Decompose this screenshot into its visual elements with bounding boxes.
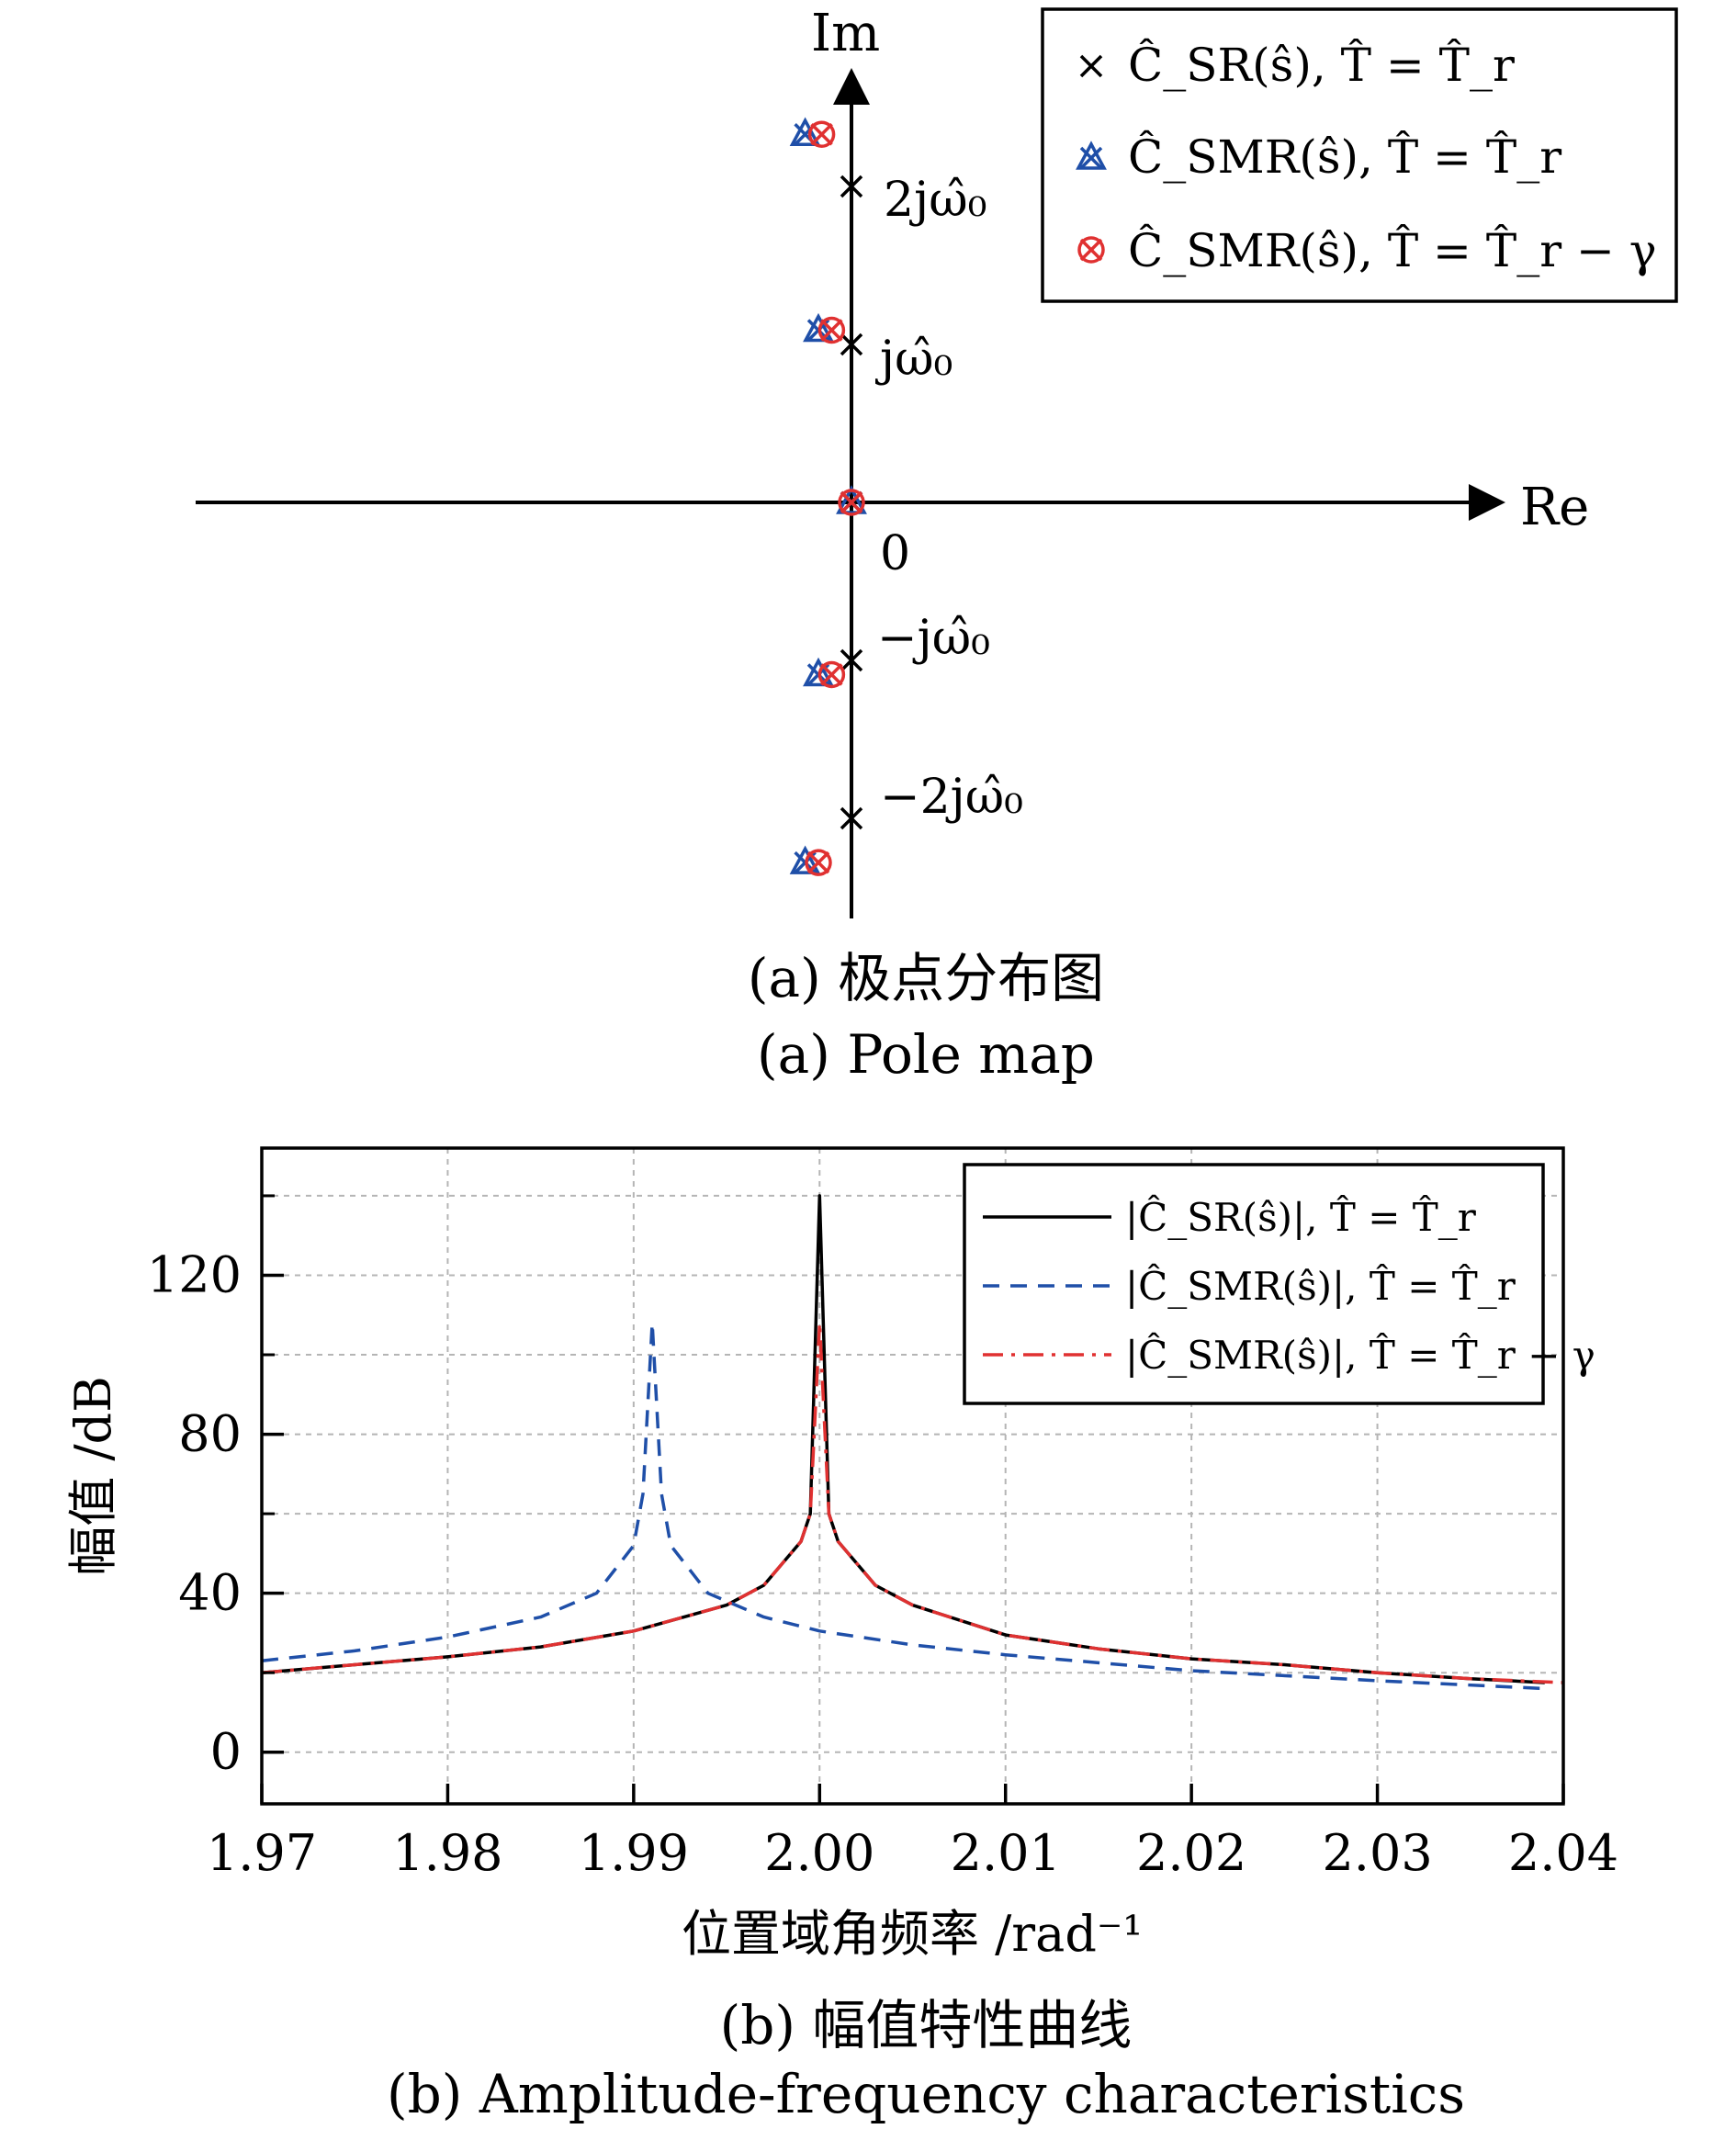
legend-box <box>963 1163 1545 1405</box>
pole-marker <box>817 660 846 689</box>
x-tick-label: 2.01 <box>951 1824 1061 1882</box>
caption-a-en: (a) Pole map <box>757 1023 1095 1086</box>
y-tick-label: 120 <box>147 1245 242 1303</box>
x-tick-label: 1.98 <box>392 1824 502 1882</box>
pole-marker <box>807 120 836 148</box>
tick-labels: 1.97 1.98 1.99 2.00 2.01 2.02 2.03 2.04 0 40 80 120 <box>147 1245 1618 1882</box>
axis-label-im: Im <box>811 4 880 63</box>
legend-marker <box>1077 236 1105 264</box>
plot-frame <box>260 1146 1565 1806</box>
imag-tick-label: jω̂₀ <box>875 332 953 387</box>
y-tick-label: 40 <box>178 1564 242 1622</box>
pole-marker <box>840 332 863 356</box>
pole-marker <box>840 175 863 198</box>
x-tick-label: 1.99 <box>579 1824 689 1882</box>
pole-map: Re Im 0 2jω̂₀ jω̂₀ −jω̂₀ −2jω̂₀ Ĉ_SR(ŝ),… <box>196 4 1678 918</box>
pole-marker <box>817 316 846 344</box>
legend-markers <box>1076 54 1107 264</box>
pole-markers <box>789 117 867 876</box>
legend: |Ĉ_SR(ŝ)|, T̂ = T̂_r |Ĉ_SMR(ŝ)|, T̂ = T̂… <box>963 1163 1595 1405</box>
axis-label-re: Re <box>1520 478 1589 537</box>
y-axis-label: 幅值 /dB <box>64 1376 122 1576</box>
x-tick-label: 2.03 <box>1322 1824 1432 1882</box>
y-tick-label: 80 <box>178 1405 242 1463</box>
series-line <box>261 1321 1545 1691</box>
x-axis-label: 位置域角频率 /rad⁻¹ <box>682 1905 1143 1963</box>
ticks <box>260 1194 1565 1804</box>
x-tick-label: 1.97 <box>207 1824 317 1882</box>
legend-entry: |Ĉ_SMR(ŝ)|, T̂ = T̂_r − γ <box>1125 1331 1595 1378</box>
legend-entry: |Ĉ_SMR(ŝ)|, T̂ = T̂_r <box>1125 1262 1516 1309</box>
pole-marker <box>805 849 832 876</box>
legend: Ĉ_SR(ŝ), T̂ = T̂_r Ĉ_SMR(ŝ), T̂ = T̂_r Ĉ… <box>1041 7 1678 303</box>
x-tick-label: 2.00 <box>764 1824 874 1882</box>
pole-marker <box>838 489 865 516</box>
imag-tick-label: −2jω̂₀ <box>880 770 1023 825</box>
legend-entry: |Ĉ_SR(ŝ)|, T̂ = T̂_r <box>1125 1193 1477 1240</box>
legend-box <box>1041 7 1678 303</box>
series-lines <box>261 1194 1564 1691</box>
legend-marker <box>1079 54 1103 78</box>
pole-marker <box>840 806 863 830</box>
legend-entry: Ĉ_SR(ŝ), T̂ = T̂_r <box>1128 38 1515 92</box>
caption-a-cn: (a) 极点分布图 <box>748 947 1104 1009</box>
origin-label: 0 <box>880 526 910 581</box>
y-tick-label: 0 <box>210 1723 242 1781</box>
x-tick-label: 2.02 <box>1136 1824 1246 1882</box>
x-tick-label: 2.04 <box>1508 1824 1618 1882</box>
series-line <box>261 1321 1564 1684</box>
legend-marker <box>1076 141 1107 170</box>
caption-b-cn: (b) 幅值特性曲线 <box>720 1994 1133 2056</box>
legend-entry: Ĉ_SMR(ŝ), T̂ = T̂_r − γ <box>1128 223 1657 277</box>
imag-tick-label: 2jω̂₀ <box>884 173 986 228</box>
pole-marker <box>840 648 863 672</box>
imag-tick-label: −jω̂₀ <box>877 611 990 666</box>
legend-entry: Ĉ_SMR(ŝ), T̂ = T̂_r <box>1128 130 1561 184</box>
caption-b-en: (b) Amplitude-frequency characteristics <box>387 2063 1465 2125</box>
amplitude-plot: 1.97 1.98 1.99 2.00 2.01 2.02 2.03 2.04 0 40 80 120… <box>64 1146 1618 1963</box>
